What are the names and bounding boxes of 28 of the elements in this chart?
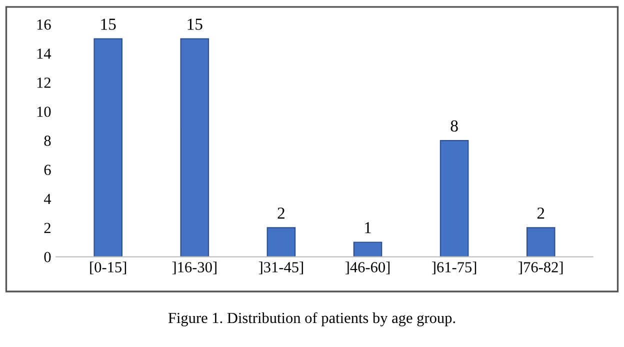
bar bbox=[526, 227, 556, 257]
x-tick-label: [0-15] bbox=[90, 262, 126, 274]
bar bbox=[180, 38, 210, 257]
bar bbox=[266, 227, 296, 257]
x-tick-label: ]16-30] bbox=[172, 262, 216, 274]
x-tick-label: ]61-75] bbox=[432, 262, 476, 274]
y-tick-label: 12 bbox=[37, 78, 50, 88]
y-tick-label: 10 bbox=[37, 106, 51, 117]
y-tick-label: 6 bbox=[44, 164, 51, 176]
data-label: 2 bbox=[537, 208, 544, 219]
x-tick-label: ]46-60] bbox=[345, 262, 390, 274]
y-tick-label: 14 bbox=[37, 48, 52, 59]
bar bbox=[353, 242, 382, 257]
data-label: 1 bbox=[365, 222, 371, 234]
data-label: 15 bbox=[188, 18, 202, 30]
caption: Figure 1. Distribution of patients by age group. bbox=[168, 312, 456, 326]
bar bbox=[440, 140, 469, 257]
x-tick-label: ]31-45] bbox=[258, 262, 303, 274]
x-tick-label: ]76-82] bbox=[518, 262, 563, 274]
y-tick-label: 0 bbox=[44, 252, 51, 262]
data-label: 8 bbox=[450, 120, 458, 132]
data-label: 15 bbox=[101, 18, 116, 30]
data-label: 2 bbox=[278, 208, 284, 219]
y-tick-label: 8 bbox=[44, 136, 51, 146]
y-tick-label: 16 bbox=[37, 19, 51, 30]
y-tick-label: 4 bbox=[44, 194, 52, 204]
y-tick-label: 2 bbox=[44, 222, 50, 234]
bar bbox=[94, 38, 122, 257]
